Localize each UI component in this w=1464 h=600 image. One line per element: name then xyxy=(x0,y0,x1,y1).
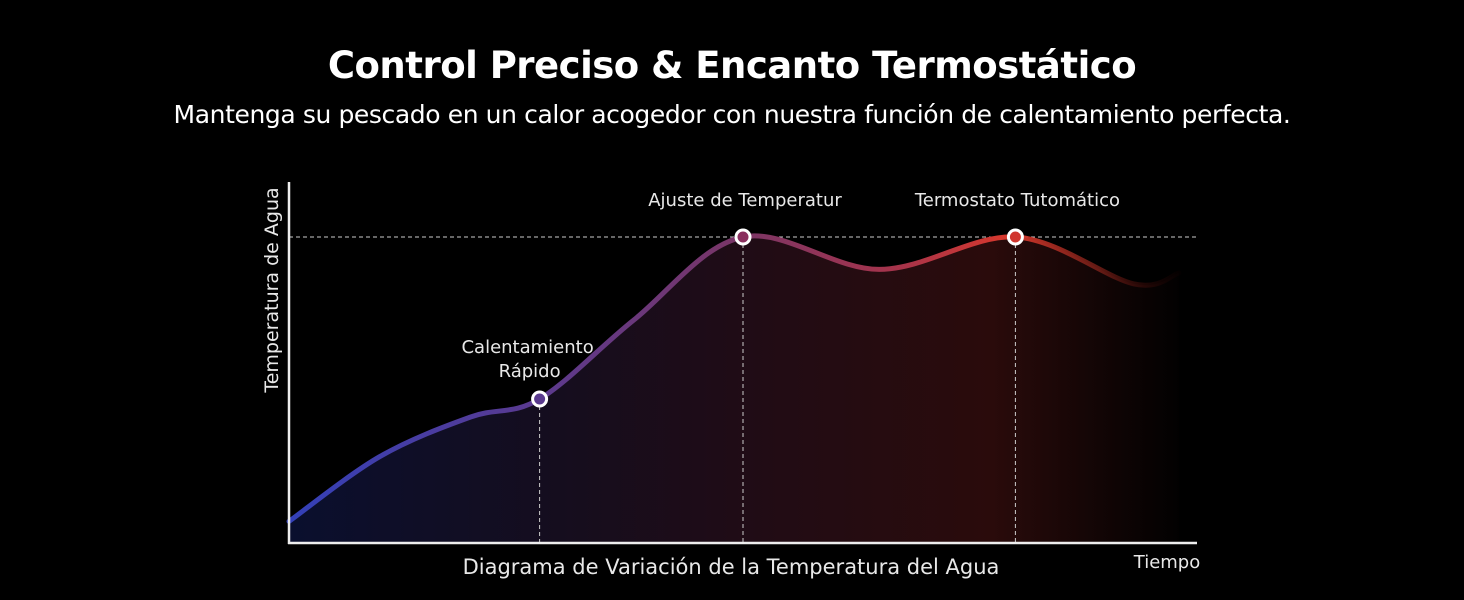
y-axis-label: Temperatura de Agua xyxy=(261,187,283,393)
annotation-marker xyxy=(531,390,549,408)
series-line xyxy=(286,233,1182,524)
annotation-label: Termostato Tutomático xyxy=(914,190,1120,211)
page-subtitle: Mantenga su pescado en un calor acogedor… xyxy=(173,100,1291,129)
chart-title: Diagrama de Variación de la Temperatura … xyxy=(463,555,1000,579)
annotation-label: Calentamiento xyxy=(461,337,593,358)
area-fill xyxy=(289,235,1179,543)
annotation-marker xyxy=(1006,228,1024,246)
annotation-label: Ajuste de Temperatur xyxy=(648,190,842,211)
page-title: Control Preciso & Encanto Termostático xyxy=(327,44,1137,87)
annotation-label-line2: Rápido xyxy=(499,361,561,382)
x-axis-label: Tiempo xyxy=(1133,552,1201,573)
annotation-marker xyxy=(734,228,752,246)
